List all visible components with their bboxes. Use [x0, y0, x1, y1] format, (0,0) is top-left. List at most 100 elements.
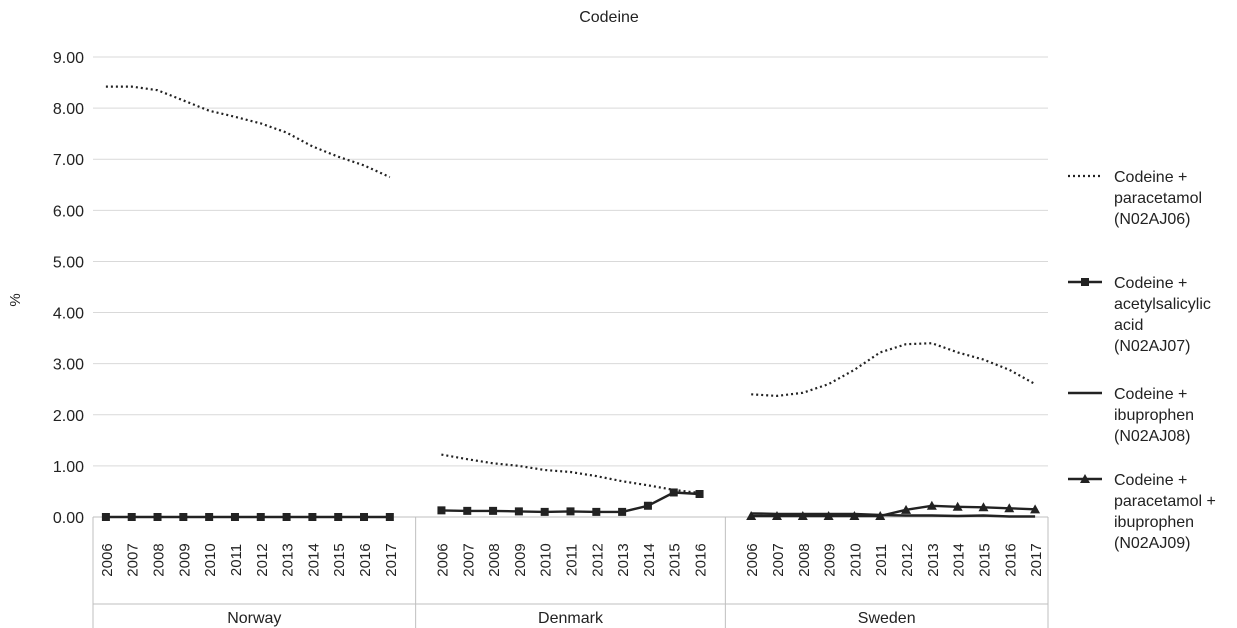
x-tick-label: 2006 [744, 543, 761, 576]
data-point-triangle [797, 510, 808, 520]
x-tick-label: 2012 [899, 543, 916, 576]
x-tick-label: 2009 [822, 543, 839, 576]
x-tick-label: 2013 [615, 543, 632, 576]
data-point-square [566, 507, 575, 516]
data-point-triangle [771, 510, 782, 520]
data-point-square [179, 513, 188, 521]
x-tick-label: 2016 [1002, 543, 1019, 576]
legend-label: (N02AJ08) [1114, 428, 1190, 445]
data-point-square [618, 507, 627, 516]
x-tick-label: 2011 [564, 544, 581, 576]
data-point-triangle [746, 510, 757, 520]
series-n02aj06-norway [105, 85, 391, 179]
legend-label: acetylsalicylic [1114, 296, 1211, 313]
x-tick-label: 2010 [847, 543, 864, 576]
x-tick-label: 2015 [667, 543, 684, 576]
legend-item-n02aj07: Codeine + acetylsalicylic acid (N02AJ07) [1068, 275, 1211, 355]
y-tick-label: 4.00 [53, 306, 84, 323]
x-tick-label: 2011 [873, 544, 890, 576]
x-tick-label: 2012 [254, 543, 271, 576]
series-line [751, 342, 1036, 397]
y-tick-label: 3.00 [53, 357, 84, 374]
gridlines [93, 56, 1048, 518]
y-tick-label: 8.00 [53, 101, 84, 118]
data-point-triangle [823, 510, 834, 520]
legend-item-n02aj08: Codeine + ibuprophen (N02AJ08) [1068, 386, 1194, 445]
group-label: Norway [227, 610, 281, 627]
data-point-triangle [901, 504, 912, 514]
data-point-square [643, 501, 652, 510]
series-line [105, 85, 391, 179]
x-tick-label: 2012 [589, 543, 606, 576]
x-tick-label: 2006 [99, 543, 116, 576]
series-lines [101, 85, 1041, 521]
group-label: Denmark [538, 610, 604, 627]
legend-label: Codeine + [1114, 275, 1187, 292]
x-tick-label: 2015 [331, 543, 348, 576]
data-point-square [437, 506, 446, 515]
legend-item-n02aj06: Codeine + paracetamol (N02AJ06) [1068, 169, 1202, 228]
data-point-triangle [1080, 474, 1090, 483]
data-point-triangle [849, 510, 860, 520]
legend: Codeine + paracetamol (N02AJ06) Codeine + ac… [1068, 169, 1216, 552]
data-point-square [695, 490, 704, 498]
data-point-square [669, 488, 678, 497]
legend-label: Codeine + [1114, 169, 1187, 186]
x-tick-label: 2008 [796, 543, 813, 576]
legend-label: (N02AJ09) [1114, 535, 1190, 552]
x-tick-label: 2006 [434, 543, 451, 576]
x-tick-label: 2007 [770, 543, 787, 576]
x-tick-label: 2010 [202, 543, 219, 576]
data-point-triangle [952, 501, 963, 511]
x-tick-label: 2017 [383, 543, 400, 576]
x-tick-label: 2016 [693, 543, 710, 576]
data-point-square [256, 513, 265, 521]
data-point-triangle [1004, 503, 1015, 513]
legend-label: paracetamol + [1114, 493, 1216, 510]
series-line [751, 512, 1036, 518]
x-tick-label: 2009 [176, 543, 193, 576]
data-point-square [592, 507, 601, 516]
data-point-square [153, 513, 162, 521]
y-axis-ticks: 0.00 1.00 2.00 3.00 4.00 5.00 6.00 7.00 8.00 9.00 [53, 50, 84, 527]
x-tick-label: 2011 [228, 544, 245, 576]
data-point-square [360, 513, 369, 521]
y-tick-label: 5.00 [53, 254, 84, 271]
y-tick-label: 7.00 [53, 152, 84, 169]
data-point-square [230, 513, 239, 521]
x-tick-label: 2009 [512, 543, 529, 576]
y-tick-label: 9.00 [53, 50, 84, 67]
series-n02aj06-denmark [441, 453, 700, 495]
y-tick-label: 1.00 [53, 459, 84, 476]
data-point-triangle [875, 510, 886, 520]
x-tick-label: 2008 [151, 543, 168, 576]
series-line [751, 504, 1036, 518]
series-n02aj06-sweden [751, 342, 1036, 397]
chart-title: Codeine [579, 9, 639, 26]
data-point-square [514, 507, 523, 516]
x-tick-label: 2007 [460, 543, 477, 576]
x-tick-label: 2008 [486, 543, 503, 576]
y-tick-label: 6.00 [53, 203, 84, 220]
series-line [441, 453, 700, 495]
data-point-triangle [1030, 504, 1041, 514]
legend-label: ibuprophen [1114, 407, 1194, 424]
y-tick-label: 2.00 [53, 408, 84, 425]
data-point-square [489, 506, 498, 515]
data-point-square [205, 513, 214, 521]
x-tick-label: 2007 [125, 543, 142, 576]
data-point-square [308, 513, 317, 521]
x-axis: 2006 2007 2008 2009 2010 2011 2012 2013 2014 2015… [92, 517, 1049, 628]
group-label: Sweden [858, 610, 916, 627]
legend-label: (N02AJ06) [1114, 211, 1190, 228]
legend-label: paracetamol [1114, 190, 1202, 207]
legend-label: acid [1114, 317, 1143, 334]
series-n02aj07-denmark [437, 488, 704, 516]
x-tick-label: 2013 [925, 543, 942, 576]
x-tick-label: 2014 [305, 543, 322, 576]
data-point-triangle [926, 500, 937, 510]
series-n02aj08-sweden [751, 512, 1036, 518]
series-n02aj09-sweden [746, 500, 1041, 520]
legend-item-n02aj09: Codeine + paracetamol + ibuprophen (N02AJ09… [1068, 472, 1216, 552]
